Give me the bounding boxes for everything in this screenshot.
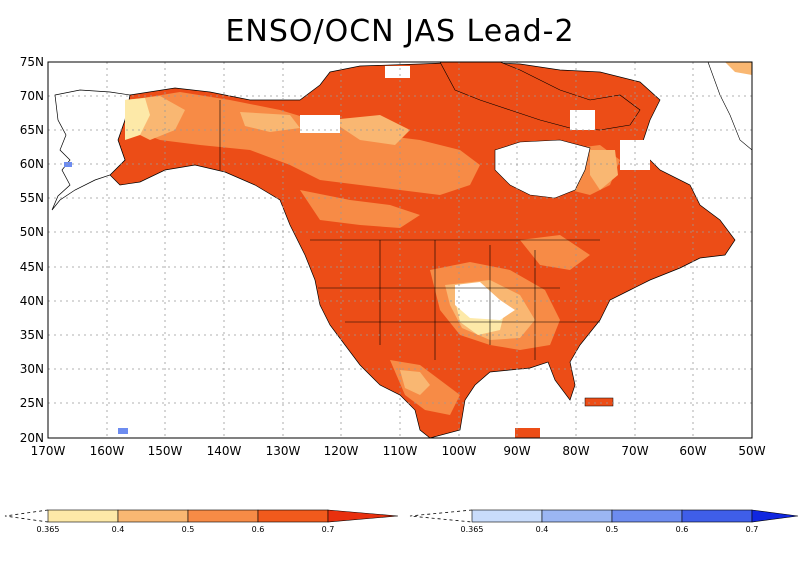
colorbar-cold-label: 0.5 <box>606 525 619 534</box>
land-greenland-tip <box>725 62 752 75</box>
lon-label: 170W <box>31 444 66 458</box>
colorbar-warm-swatch <box>47 509 119 523</box>
lon-labels: 170W 160W 150W 140W 130W 120W 110W 100W … <box>31 444 766 458</box>
colorbar-cold-label: 0.4 <box>536 525 549 534</box>
shade-40-yukon <box>240 112 300 132</box>
cuba <box>584 397 614 407</box>
lon-label: 100W <box>442 444 477 458</box>
lat-label: 65N <box>20 123 44 137</box>
colorbar-cold-lower-dash <box>409 509 473 523</box>
lon-label: 120W <box>324 444 359 458</box>
probability-shading <box>51 61 753 439</box>
lon-label: 60W <box>679 444 706 458</box>
lon-label: 90W <box>503 444 530 458</box>
map-title: ENSO/OCN JAS Lead-2 <box>225 14 575 49</box>
colorbar-warm-swatch <box>187 509 259 523</box>
lat-label: 25N <box>20 396 44 410</box>
colorbar-warm-swatch <box>117 509 189 523</box>
shade-50-greatlakes <box>520 235 590 270</box>
map-area <box>47 61 753 439</box>
colorbar-cold-swatch <box>611 509 683 523</box>
shade-50-nw <box>130 92 480 195</box>
lat-label: 70N <box>20 89 44 103</box>
map-frame <box>47 61 753 439</box>
lat-label: 20N <box>20 431 44 445</box>
colorbar-cold-swatch <box>471 509 543 523</box>
lon-label: 50W <box>738 444 765 458</box>
lon-label: 110W <box>383 444 418 458</box>
lat-label: 40N <box>20 294 44 308</box>
colorbar-warm-label: 0.6 <box>252 525 265 534</box>
land-alaska <box>51 89 131 211</box>
shade-50-central <box>300 190 420 228</box>
lon-label: 130W <box>266 444 301 458</box>
lat-label: 30N <box>20 362 44 376</box>
lon-label: 150W <box>148 444 183 458</box>
aleutian-blue <box>64 162 72 167</box>
shade-40-quebec <box>590 150 618 190</box>
lat-label: 55N <box>20 191 44 205</box>
colorbar-warm-swatch <box>257 509 329 523</box>
shade-white-midwest <box>455 282 515 320</box>
shade-365-alaska <box>125 98 150 140</box>
lat-label: 60N <box>20 157 44 171</box>
arctic-gap-2 <box>385 66 410 78</box>
colorbar-warm-arrow <box>327 509 399 523</box>
colorbar-cold-arrow <box>751 509 799 523</box>
lon-label: 140W <box>207 444 242 458</box>
shade-40-mexico <box>400 370 430 395</box>
lat-label: 45N <box>20 260 44 274</box>
graticule <box>48 62 752 438</box>
shade-40-arctic <box>330 115 410 145</box>
hudson-bay <box>494 139 591 199</box>
political-borders <box>219 100 600 360</box>
lat-label: 35N <box>20 328 44 342</box>
yucatan <box>515 428 540 438</box>
lon-label: 160W <box>90 444 125 458</box>
arctic-gap-3 <box>570 110 595 130</box>
colorbar-warm-label: 0.4 <box>112 525 125 534</box>
colorbar-warm-label: 0.5 <box>182 525 195 534</box>
colorbar-warm-label: 0.7 <box>322 525 335 534</box>
colorbar-cold-label: 0.6 <box>676 525 689 534</box>
colorbar-cold-label: 0.7 <box>746 525 759 534</box>
lat-labels: 75N 70N 65N 60N 55N 50N 45N 40N 35N 30N … <box>20 55 44 445</box>
colorbar-warm-lower-dash <box>4 509 49 523</box>
colorbar-warm: 0.365 0.4 0.5 0.6 0.7 <box>4 509 399 534</box>
colorbar-cold: 0.365 0.4 0.5 0.6 0.7 <box>409 509 799 534</box>
lat-label: 50N <box>20 225 44 239</box>
colorbar-warm-label: 0.365 <box>37 525 60 534</box>
hawaii <box>118 428 128 434</box>
arctic-gap-1 <box>300 115 340 133</box>
lat-label: 75N <box>20 55 44 69</box>
lon-label: 80W <box>562 444 589 458</box>
colorbar-cold-swatch <box>681 509 753 523</box>
colorbar-cold-label: 0.365 <box>461 525 484 534</box>
lon-label: 70W <box>621 444 648 458</box>
colorbar-cold-swatch <box>541 509 613 523</box>
